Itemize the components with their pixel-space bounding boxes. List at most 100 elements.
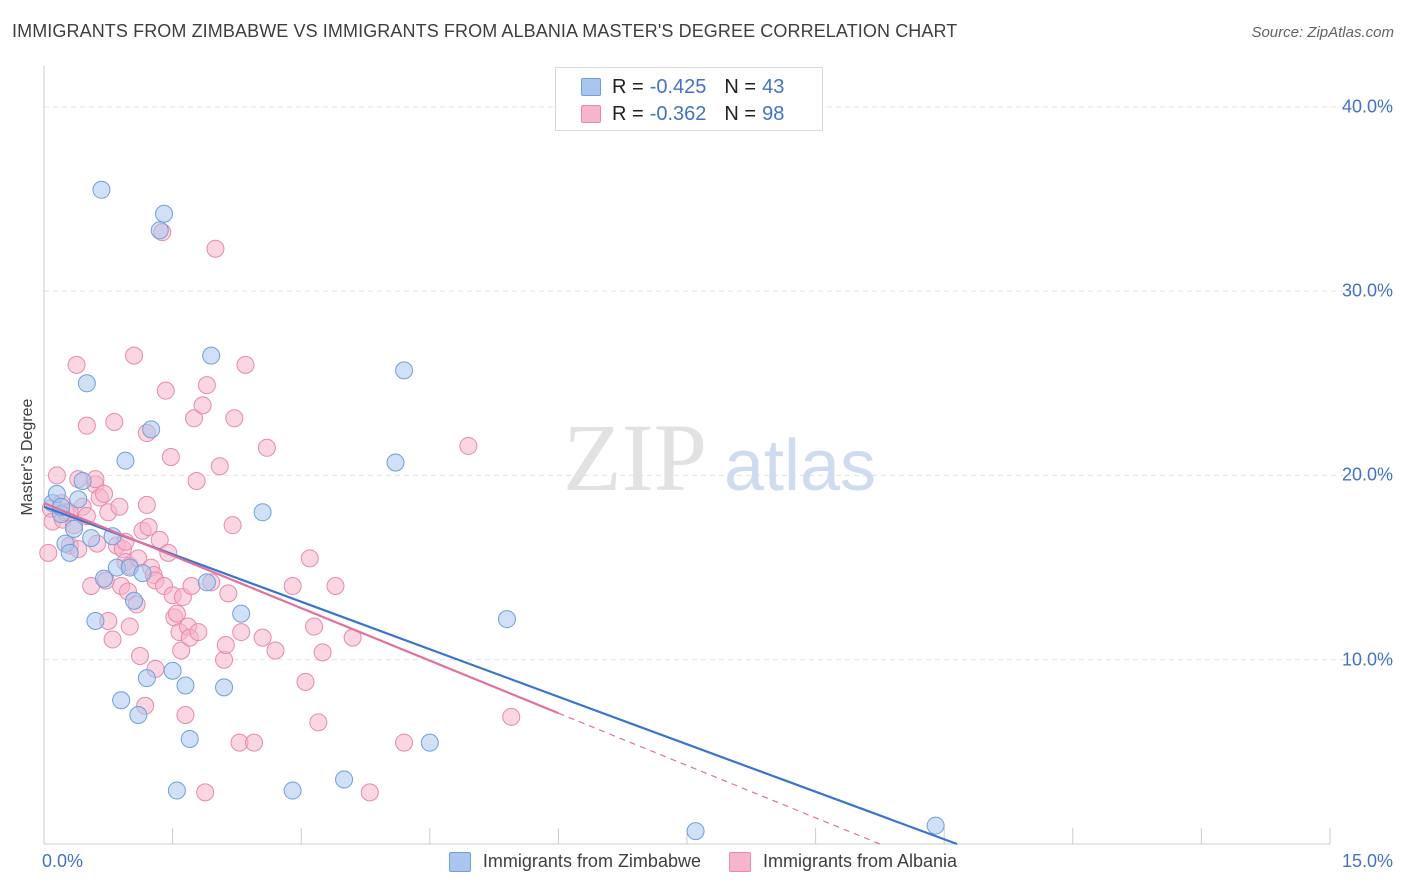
n-value: 43 [762, 75, 785, 98]
correlation-legend: R = -0.425 N = 43 R = -0.362 N = 98 [555, 67, 823, 131]
albania-point [167, 604, 186, 623]
albania-point [232, 623, 251, 642]
zimbabwe-point [163, 661, 182, 680]
albania-point [313, 643, 332, 662]
albania-point [360, 783, 379, 802]
zimbabwe-point [180, 729, 199, 748]
albania-point [459, 436, 478, 455]
albania-point [197, 376, 216, 395]
albania-point [77, 416, 96, 435]
zimbabwe-point [112, 691, 131, 710]
albania-point [296, 672, 315, 691]
zimbabwe-point [142, 420, 161, 439]
zimbabwe-point [253, 503, 272, 522]
legend-item-zimbabwe[interactable]: Immigrants from Zimbabwe [448, 851, 701, 872]
albania-point [176, 706, 195, 724]
watermark-atlas: atlas [724, 426, 876, 506]
albania-point [161, 448, 180, 466]
albania-point [253, 628, 272, 647]
legend-row-zimbabwe: R = -0.425 N = 43 [581, 75, 784, 99]
albania-point [39, 543, 58, 562]
legend-label-albania: Immigrants from Albania [762, 851, 958, 871]
legend-item-albania[interactable]: Immigrants from Albania [728, 851, 958, 872]
albania-point [125, 346, 144, 365]
r-value: -0.362 [649, 102, 707, 125]
zimbabwe-point [137, 669, 156, 688]
albania-point [105, 412, 124, 431]
albania-trend-line [43, 502, 559, 715]
y-tick-label: 40.0% [1341, 96, 1393, 117]
zimbabwe-point [386, 453, 405, 472]
albania-point [103, 630, 122, 649]
r-label: R = [612, 75, 644, 98]
x-tick-label-max: 15.0% [1341, 851, 1393, 871]
albania-point [502, 707, 521, 726]
zimbabwe-point [283, 781, 302, 800]
trend-layer [43, 502, 958, 846]
zimbabwe-point [92, 180, 111, 199]
zimbabwe-point [150, 221, 169, 240]
zimbabwe-point [335, 770, 354, 789]
albania-point [120, 617, 139, 636]
zimbabwe-point [95, 569, 114, 588]
albania-point [172, 641, 191, 660]
zimbabwe-point [167, 781, 186, 800]
albania-point [236, 355, 255, 374]
albania-point [216, 635, 235, 654]
albania-point [219, 584, 238, 603]
r-value: -0.425 [649, 75, 707, 98]
zimbabwe-point [86, 612, 105, 631]
albania-point [225, 409, 244, 428]
chart-title: IMMIGRANTS FROM ZIMBABWE VS IMMIGRANTS F… [12, 21, 958, 41]
n-label: N = [724, 75, 757, 98]
albania-trend-extension [558, 712, 881, 845]
y-tick-label: 20.0% [1341, 464, 1393, 485]
albania-point [305, 617, 324, 636]
zimbabwe-point [82, 529, 101, 548]
albania-point [395, 733, 414, 752]
zimbabwe-point [420, 733, 439, 752]
albania-point [47, 466, 66, 485]
zimbabwe-point [215, 678, 234, 697]
watermark: ZIP atlas [563, 404, 876, 511]
r-label: R = [612, 102, 644, 125]
zimbabwe-swatch [448, 851, 471, 872]
albania-swatch [581, 105, 601, 123]
zimbabwe-point [129, 706, 148, 724]
albania-point [95, 484, 114, 503]
x-tick-label-min: 0.0% [42, 851, 84, 871]
zimbabwe-point [65, 519, 84, 538]
zimbabwe-point [77, 374, 96, 393]
y-tick-label: 10.0% [1341, 649, 1393, 670]
albania-point [189, 623, 208, 642]
zimbabwe-point [497, 610, 516, 629]
n-label: N = [724, 102, 757, 125]
zimbabwe-point [125, 591, 144, 610]
zimbabwe-point [116, 451, 135, 470]
zimbabwe-point [202, 346, 221, 365]
legend-label-zimbabwe: Immigrants from Zimbabwe [482, 851, 701, 871]
albania-point [245, 733, 264, 752]
albania-point [131, 647, 150, 666]
zimbabwe-point [197, 573, 216, 592]
albania-point [182, 577, 201, 595]
zimbabwe-point [155, 204, 174, 223]
zimbabwe-swatch [581, 78, 601, 96]
source-label: Source: ZipAtlas.com [1251, 24, 1394, 41]
albania-swatch [728, 851, 751, 872]
albania-point [185, 409, 204, 428]
zimbabwe-point [133, 564, 152, 583]
albania-point [300, 549, 319, 568]
zimbabwe-point [60, 543, 79, 562]
albania-point [139, 518, 158, 537]
albania-point [206, 239, 225, 258]
albania-point [326, 577, 345, 595]
zimbabwe-point [73, 471, 92, 490]
y-tick-label: 30.0% [1341, 280, 1393, 301]
albania-point [137, 495, 156, 514]
albania-point [257, 438, 276, 457]
albania-point [309, 713, 328, 732]
albania-point [223, 516, 242, 535]
zimbabwe-point [232, 604, 251, 623]
